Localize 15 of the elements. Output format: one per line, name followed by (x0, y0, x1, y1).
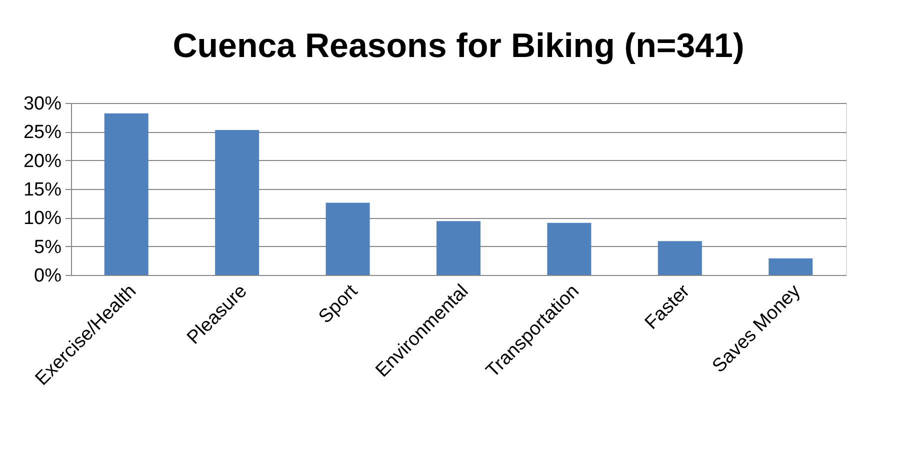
y-tick-label: 20% (23, 150, 62, 172)
y-tick-label: 5% (34, 236, 62, 258)
chart-title: Cuenca Reasons for Biking (n=341) (172, 27, 744, 65)
bar (104, 113, 148, 275)
bar (658, 241, 702, 275)
y-tick-label: 25% (23, 122, 62, 144)
bar (436, 221, 480, 275)
y-tick-label: 10% (23, 208, 62, 230)
y-tick-label: 15% (23, 180, 62, 200)
bar (768, 258, 813, 275)
y-tick-label: 30% (23, 94, 62, 114)
bar (215, 130, 260, 275)
y-tick-label: 0% (34, 266, 62, 286)
bar (326, 202, 370, 275)
bar (547, 222, 592, 275)
